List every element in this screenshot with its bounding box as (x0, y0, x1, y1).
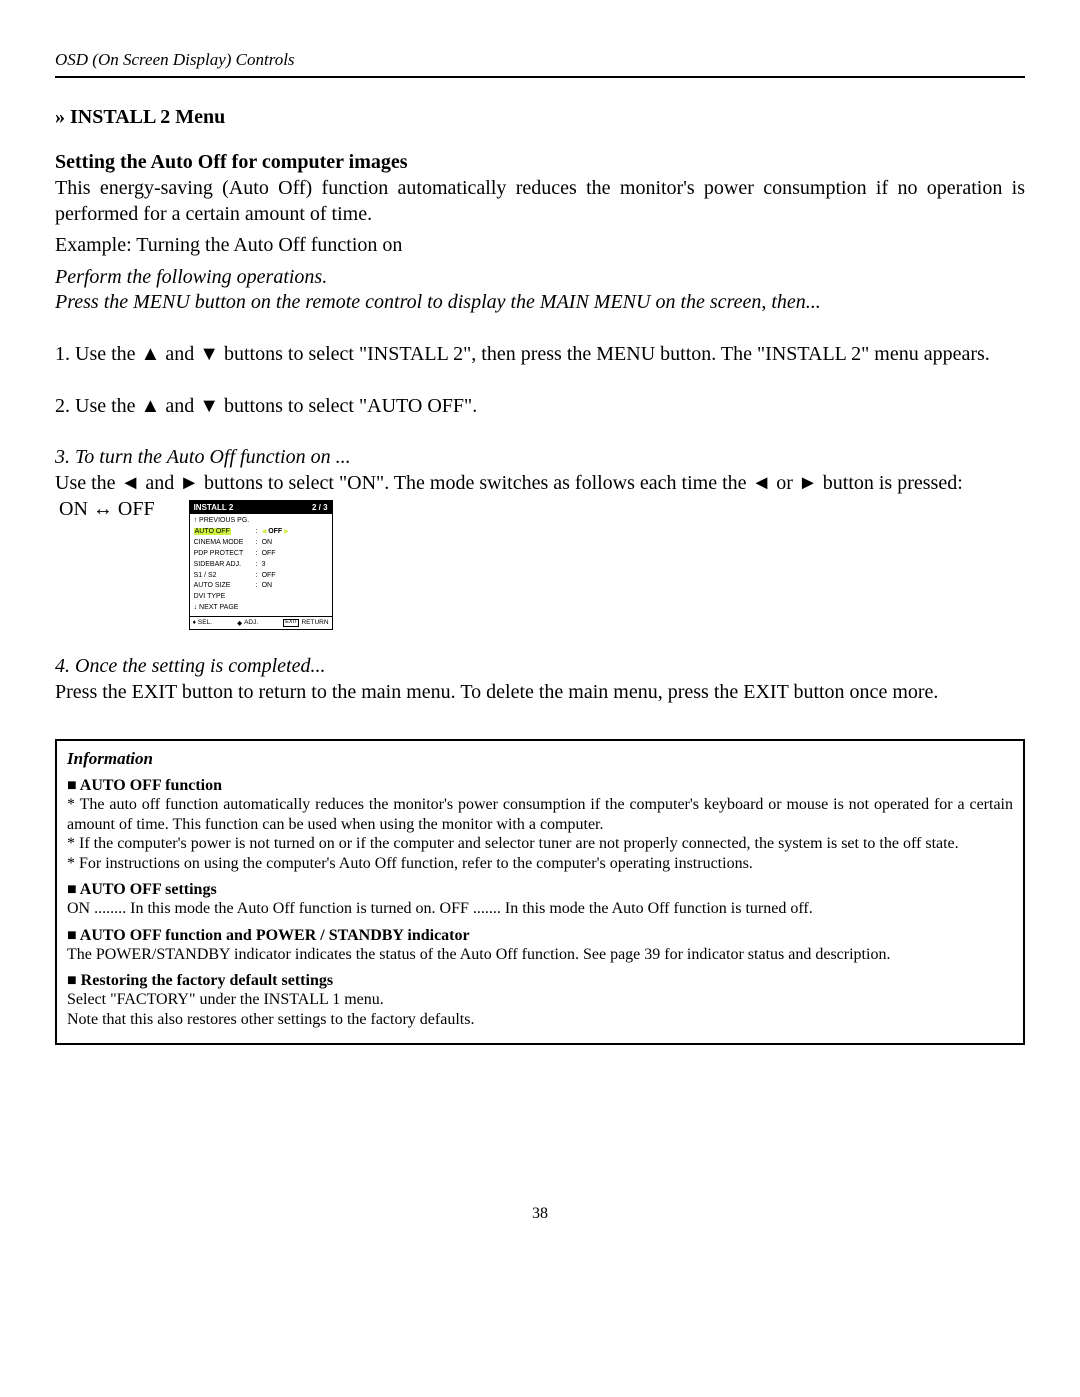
down-arrow-icon: ↓ (194, 604, 198, 611)
osd-value-s1s2: OFF (262, 571, 276, 582)
osd-row-auto-size: AUTO SIZE:ON (194, 581, 328, 592)
exit-icon: EXIT (283, 619, 299, 627)
step-3-body: Use the ◄ and ► buttons to select "ON". … (55, 471, 1025, 497)
osd-title-text: INSTALL 2 (194, 503, 234, 512)
subsection-title: Setting the Auto Off for computer images (55, 151, 1025, 174)
osd-footer: ♦SEL. ◆ADJ. EXITRETURN (190, 616, 332, 629)
intro-paragraph-2: Example: Turning the Auto Off function o… (55, 233, 1025, 259)
osd-foot-sel: ♦SEL. (193, 619, 212, 626)
osd-row-auto-off: AUTO OFF : ◀OFF▶ (194, 527, 328, 538)
osd-row-cinema-mode: CINEMA MODE:ON (194, 538, 328, 549)
osd-value-autosize: ON (262, 581, 273, 592)
osd-label-dvitype: DVI TYPE (194, 592, 256, 603)
info-p2: * If the computer's power is not turned … (67, 834, 1013, 854)
osd-body: ↑ PREVIOUS PG. AUTO OFF : ◀OFF▶ CINEMA M… (190, 514, 332, 616)
intro-paragraph-1: This energy-saving (Auto Off) function a… (55, 176, 1025, 227)
info-factory-1: Select "FACTORY" under the INSTALL 1 men… (67, 990, 1013, 1010)
toggle-sequence: ON ↔ OFF (59, 498, 155, 521)
info-sub-auto-off-function: ■ AUTO OFF function (67, 777, 1013, 795)
running-header: OSD (On Screen Display) Controls (55, 50, 1025, 70)
osd-next-page: ↓ NEXT PAGE (194, 603, 328, 614)
osd-row-sidebar-adj: SIDEBAR ADJ.:3 (194, 560, 328, 571)
osd-value-pdp: OFF (262, 549, 276, 560)
osd-foot-adj: ◆ADJ. (237, 619, 258, 627)
osd-label-auto-off: AUTO OFF (194, 528, 231, 535)
osd-value-cinema: ON (262, 538, 273, 549)
osd-row-dvi-type: DVI TYPE (194, 592, 328, 603)
osd-label-autosize: AUTO SIZE (194, 581, 256, 592)
osd-install2-menu: INSTALL 2 2 / 3 ↑ PREVIOUS PG. AUTO OFF … (189, 500, 333, 630)
osd-row-pdp-protect: PDP PROTECT:OFF (194, 549, 328, 560)
step-3-heading: 3. To turn the Auto Off function on ... (55, 445, 1025, 471)
press-menu-line: Press the MENU button on the remote cont… (55, 290, 1025, 316)
osd-label-pdp: PDP PROTECT (194, 549, 256, 560)
header-rule (55, 76, 1025, 78)
info-p1: * The auto off function automatically re… (67, 795, 1013, 834)
up-arrow-icon: ↑ (194, 517, 198, 524)
info-factory-2: Note that this also restores other setti… (67, 1010, 1013, 1030)
osd-label-cinema: CINEMA MODE (194, 538, 256, 549)
right-triangle-icon: ▶ (284, 528, 289, 537)
osd-page-indicator: 2 / 3 (312, 503, 328, 512)
header-title: OSD (On Screen Display) Controls (55, 50, 295, 69)
step-1: 1. Use the ▲ and ▼ buttons to select "IN… (55, 342, 1025, 368)
page-number: 38 (55, 1205, 1025, 1223)
updown-icon: ♦ (193, 619, 196, 626)
osd-label-sidebar: SIDEBAR ADJ. (194, 560, 256, 571)
info-sub-factory-defaults: ■ Restoring the factory default settings (67, 972, 1013, 990)
info-title: Information (67, 749, 1013, 769)
section-title: » INSTALL 2 Menu (55, 106, 1025, 129)
page: OSD (On Screen Display) Controls » INSTA… (0, 0, 1080, 1263)
info-settings-line: ON ........ In this mode the Auto Off fu… (67, 899, 1013, 919)
osd-value-sidebar: 3 (262, 560, 266, 571)
left-triangle-icon: ◀ (262, 528, 267, 537)
info-p3: * For instructions on using the computer… (67, 854, 1013, 874)
info-sub-power-standby: ■ AUTO OFF function and POWER / STANDBY … (67, 927, 1013, 945)
osd-next-label: NEXT PAGE (199, 604, 238, 611)
info-sub-auto-off-settings: ■ AUTO OFF settings (67, 881, 1013, 899)
step-4-body: Press the EXIT button to return to the m… (55, 680, 1025, 706)
step-4-heading: 4. Once the setting is completed... (55, 654, 1025, 680)
osd-value-auto-off: ◀OFF▶ (262, 527, 289, 538)
toggle-and-osd-row: ON ↔ OFF INSTALL 2 2 / 3 ↑ PREVIOUS PG. … (55, 496, 1025, 630)
information-box: Information ■ AUTO OFF function * The au… (55, 739, 1025, 1045)
osd-label-s1s2: S1 / S2 (194, 571, 256, 582)
leftright-icon: ◆ (237, 619, 242, 627)
osd-row-s1s2: S1 / S2:OFF (194, 571, 328, 582)
osd-prev-label: PREVIOUS PG. (199, 517, 249, 524)
info-power-line: The POWER/STANDBY indicator indicates th… (67, 945, 1013, 965)
step-2: 2. Use the ▲ and ▼ buttons to select "AU… (55, 394, 1025, 420)
perform-line: Perform the following operations. (55, 265, 1025, 291)
osd-title-bar: INSTALL 2 2 / 3 (190, 501, 332, 514)
osd-previous-page: ↑ PREVIOUS PG. (194, 516, 328, 527)
osd-foot-return: EXITRETURN (283, 619, 328, 627)
